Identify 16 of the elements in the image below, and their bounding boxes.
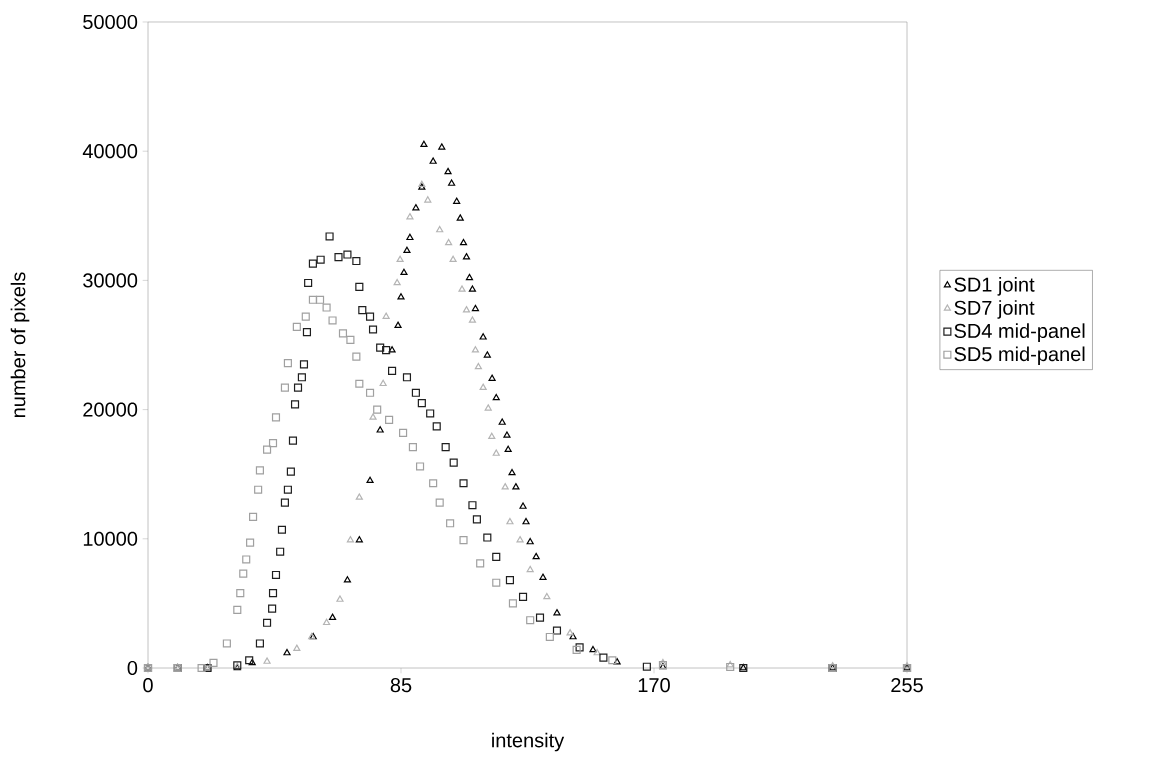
x-tick-label: 0	[143, 678, 153, 693]
y-tick-label: 40000	[82, 144, 138, 159]
y-tick-label: 50000	[83, 14, 138, 30]
legend-label: SD5 mid-panel	[954, 346, 1085, 366]
y-tick-label: 0	[127, 660, 138, 676]
legend-label: SD4 mid-panel	[954, 323, 1085, 342]
y-tick-label: 20000	[83, 402, 138, 417]
y-tick-label: 30000	[83, 273, 138, 288]
x-tick-label: 85	[390, 678, 412, 693]
y-tick-label: 10000	[83, 531, 138, 546]
legend-label: SD7 joint	[954, 300, 1035, 319]
x-tick-label: 255	[891, 678, 923, 693]
legend-label: SD1 joint	[954, 277, 1035, 296]
x-tick-label: 170	[638, 678, 670, 693]
x-axis-title: intensity	[492, 732, 565, 752]
y-axis-title: number of pixels	[10, 272, 30, 418]
